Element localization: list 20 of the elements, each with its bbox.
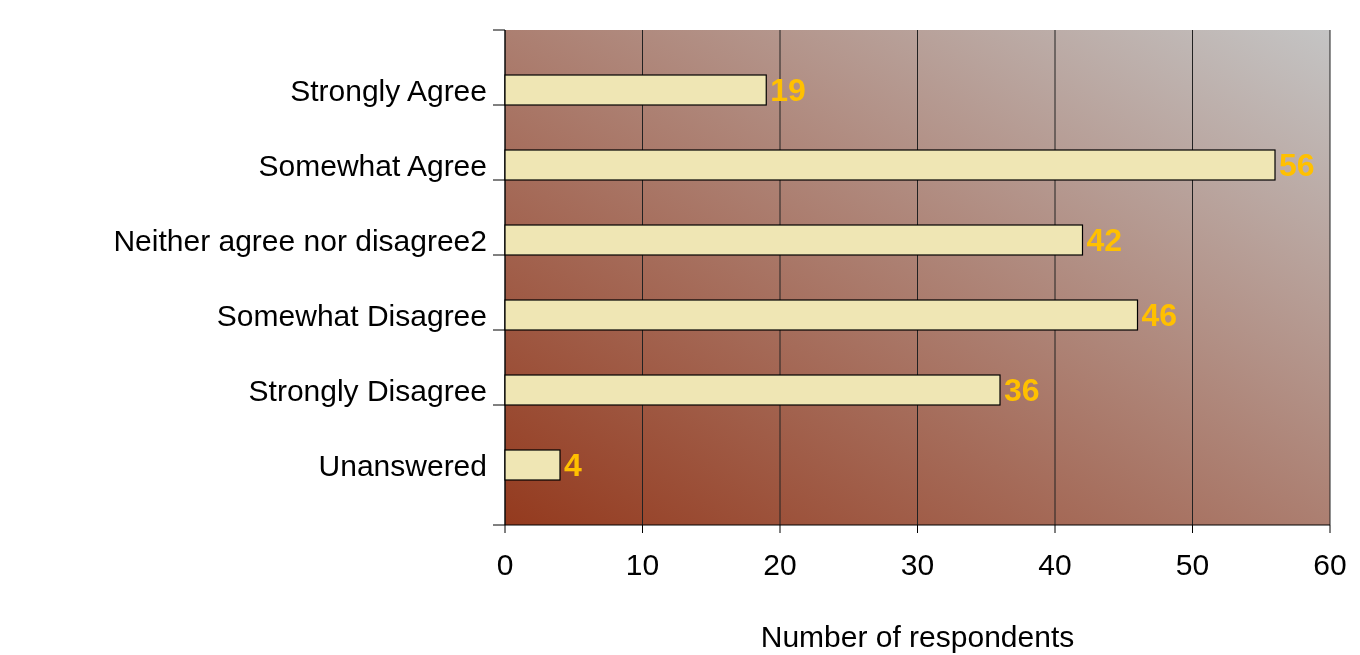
x-tick-label: 0 bbox=[496, 548, 514, 581]
y-tick-label: Unanswered bbox=[318, 448, 487, 482]
data-label: 46 bbox=[1141, 297, 1178, 334]
y-tick-label: Somewhat Disagree bbox=[216, 298, 487, 332]
y-tick-label: Neither agree nor disagree2 bbox=[113, 223, 487, 257]
x-tick-label: 60 bbox=[1313, 548, 1347, 581]
y-tick-label: Strongly Agree bbox=[290, 73, 487, 107]
x-tick-label: 40 bbox=[1038, 548, 1072, 581]
data-label: 4 bbox=[564, 447, 582, 484]
x-tick-label: 50 bbox=[1175, 548, 1210, 581]
y-tick-label: Somewhat Agree bbox=[258, 148, 487, 182]
data-label: 36 bbox=[1004, 372, 1040, 409]
x-axis-title: Number of respondents bbox=[760, 620, 1075, 653]
x-tick-label: 20 bbox=[763, 548, 797, 581]
data-label: 42 bbox=[1086, 222, 1123, 259]
x-tick-label: 10 bbox=[625, 548, 660, 581]
x-tick-label: 30 bbox=[900, 548, 935, 581]
data-label: 56 bbox=[1279, 147, 1315, 184]
data-label: 19 bbox=[770, 72, 806, 109]
y-tick-label: Strongly Disagree bbox=[248, 373, 487, 407]
